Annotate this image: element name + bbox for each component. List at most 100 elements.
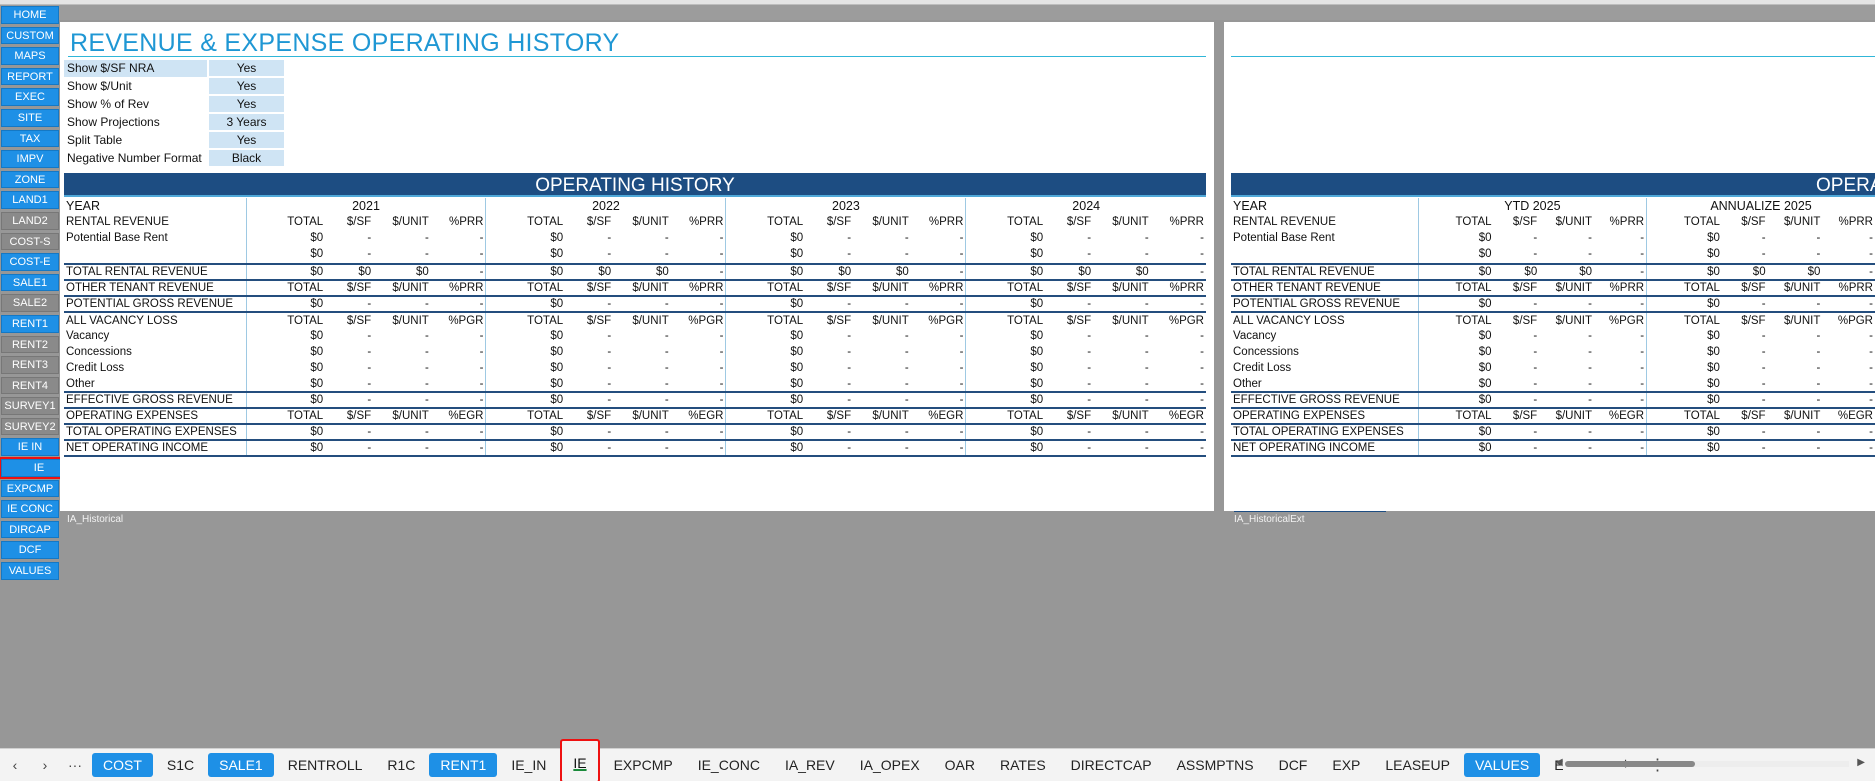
- scroll-left-arrow-icon[interactable]: ◀: [1555, 757, 1563, 768]
- nav-button-tax[interactable]: TAX: [1, 129, 59, 148]
- sheet-tab-rates[interactable]: RATES: [1000, 757, 1046, 773]
- table-row: POTENTIAL GROSS REVENUE $0- - - $0- - - $0- - - $0…: [64, 295, 1206, 312]
- sheet-tab-ia-opex[interactable]: IA_OPEX: [859, 757, 920, 773]
- nav-button-dircap[interactable]: DIRCAP: [1, 520, 59, 539]
- table-cell: -: [664, 248, 669, 260]
- sheet-tab-exp[interactable]: EXP: [1332, 757, 1361, 773]
- column-header: TOTAL: [965, 279, 1046, 296]
- sheet-tab-oar[interactable]: OAR: [944, 757, 976, 773]
- sheet-tab-leaseup[interactable]: LEASEUP: [1385, 757, 1450, 773]
- table-cell: $0: [1646, 295, 1722, 312]
- option-value-dropdown[interactable]: Yes: [209, 131, 284, 149]
- sheet-tab-assmptns[interactable]: ASSMPTNS: [1176, 757, 1254, 773]
- nav-button-rent4[interactable]: RENT4: [1, 376, 59, 395]
- nav-button-sale1[interactable]: SALE1: [1, 273, 59, 292]
- sheet-tab-ie-conc[interactable]: IE_CONC: [697, 757, 760, 773]
- sheet-tab-directcap[interactable]: DIRECTCAP: [1070, 757, 1152, 773]
- nav-button-values[interactable]: VALUES: [1, 562, 59, 580]
- table-cell: $0: [485, 360, 566, 376]
- column-header: $/SF: [805, 311, 854, 328]
- option-value-dropdown[interactable]: Black: [209, 149, 284, 167]
- option-value-dropdown[interactable]: 3 Years: [209, 113, 284, 131]
- column-header: %PRR: [1594, 279, 1647, 296]
- table-cell: $0: [245, 376, 326, 392]
- sheet-tab-ie[interactable]: IE: [560, 738, 600, 781]
- more-tabs-left-icon[interactable]: ···: [68, 757, 82, 773]
- table-cell: -: [613, 439, 671, 456]
- year-row: YEAR YTD 2025 ANNUALIZE 2025: [1231, 198, 1875, 214]
- sheet-tab-sale1[interactable]: SALE1: [208, 753, 274, 777]
- nav-button-report[interactable]: REPORT: [1, 67, 59, 86]
- row-label: Credit Loss: [1233, 362, 1292, 374]
- column-header: $/SF: [325, 311, 374, 328]
- column-header: $/SF: [1721, 311, 1768, 328]
- sheet-tab-s1c[interactable]: S1C: [166, 757, 195, 773]
- sheet-tab-dcf[interactable]: DCF: [1278, 757, 1308, 773]
- table-row: RENTAL REVENUE TOTAL $/SF $/UNIT %PRR TOTAL $/…: [64, 214, 1206, 230]
- nav-button-zone[interactable]: ZONE: [1, 170, 59, 189]
- nav-button-sale2[interactable]: SALE2: [1, 294, 59, 312]
- nav-button-maps[interactable]: MAPS: [1, 47, 59, 65]
- option-value-dropdown[interactable]: Yes: [209, 95, 284, 113]
- sheet-tab-values[interactable]: VALUES: [1463, 753, 1541, 777]
- nav-button-survey1[interactable]: SURVEY1: [1, 397, 59, 415]
- nav-button-exec[interactable]: EXEC: [1, 88, 59, 106]
- nav-button-custom[interactable]: CUSTOM: [1, 26, 59, 45]
- table-cell: -: [1045, 295, 1094, 312]
- sheet-tab-r1c[interactable]: R1C: [387, 757, 416, 773]
- nav-button-rent1[interactable]: RENT1: [1, 314, 59, 333]
- row-label: ALL VACANCY LOSS: [1231, 311, 1419, 328]
- scroll-tabs-left-icon[interactable]: ‹: [12, 757, 18, 773]
- sheet-tab-rent1[interactable]: RENT1: [429, 753, 498, 777]
- table-cell: -: [367, 232, 372, 244]
- scrollbar-thumb[interactable]: [1565, 761, 1695, 767]
- nav-button-expcmp[interactable]: EXPCMP: [1, 479, 59, 498]
- pane-divider[interactable]: [1214, 22, 1224, 511]
- scroll-tabs-right-icon[interactable]: ›: [42, 757, 48, 773]
- nav-button-cost-s[interactable]: COST-S: [1, 232, 59, 251]
- sheet-tab-cost[interactable]: COST: [92, 753, 153, 777]
- column-header: $/SF: [1721, 407, 1768, 424]
- nav-button-rent2[interactable]: RENT2: [1, 335, 59, 354]
- table-cell: $0: [485, 295, 566, 312]
- scroll-right-arrow-icon[interactable]: ▶: [1857, 757, 1865, 768]
- nav-button-survey2[interactable]: SURVEY2: [1, 417, 59, 436]
- horizontal-scrollbar[interactable]: ◀ ▶: [1555, 757, 1865, 771]
- scrollbar-track[interactable]: [1569, 761, 1849, 767]
- operating-history-ext-table: YEAR YTD 2025 ANNUALIZE 2025 RENTAL REVENUE…: [1231, 198, 1875, 457]
- sheet-tab-expcmp[interactable]: EXPCMP: [613, 757, 673, 773]
- nav-button-impv[interactable]: IMPV: [1, 150, 59, 168]
- nav-button-dcf[interactable]: DCF: [1, 541, 59, 560]
- table-row: OPERATING EXPENSES TOTAL $/SF $/UNIT %EGR TOT…: [64, 407, 1206, 424]
- table-cell: $0: [1721, 263, 1768, 280]
- option-value-dropdown[interactable]: Yes: [209, 77, 284, 95]
- nav-button-ie-in[interactable]: IE IN: [1, 438, 59, 457]
- nav-button-ie-conc[interactable]: IE CONC: [1, 500, 59, 518]
- nav-button-ie[interactable]: IE: [0, 457, 79, 479]
- table-cell: -: [424, 377, 429, 390]
- nav-button-cost-e[interactable]: COST-E: [1, 253, 59, 271]
- table-cell: $0: [725, 439, 806, 456]
- row-label: RENTAL REVENUE: [1233, 216, 1336, 228]
- table-cell: -: [1200, 346, 1204, 358]
- nav-button-rent3[interactable]: RENT3: [1, 356, 59, 374]
- column-header: $/UNIT: [1539, 311, 1595, 328]
- nav-button-home[interactable]: HOME: [1, 6, 59, 24]
- column-header: $/UNIT: [373, 279, 431, 296]
- sheet-tab-e[interactable]: E: [1554, 757, 1564, 773]
- sheet-tab-ie-in[interactable]: IE_IN: [511, 757, 547, 773]
- nav-button-site[interactable]: SITE: [1, 108, 59, 127]
- table-cell: -: [1200, 248, 1204, 260]
- table-row: Vacancy $0- - - $0- - -: [1231, 328, 1875, 344]
- sheet-tab-ia-rev[interactable]: IA_REV: [784, 757, 835, 773]
- table-cell: $0: [485, 439, 566, 456]
- column-header: $/SF: [565, 407, 614, 424]
- sheet-tab-rentroll[interactable]: RENTROLL: [287, 757, 363, 773]
- nav-button-land1[interactable]: LAND1: [1, 191, 59, 209]
- table-cell: -: [904, 248, 909, 260]
- table-cell: $0: [965, 391, 1046, 408]
- column-header: $/UNIT: [1767, 279, 1823, 296]
- nav-button-land2[interactable]: LAND2: [1, 211, 59, 230]
- option-value-dropdown[interactable]: Yes: [209, 59, 284, 77]
- row-label: TOTAL RENTAL REVENUE: [64, 263, 247, 280]
